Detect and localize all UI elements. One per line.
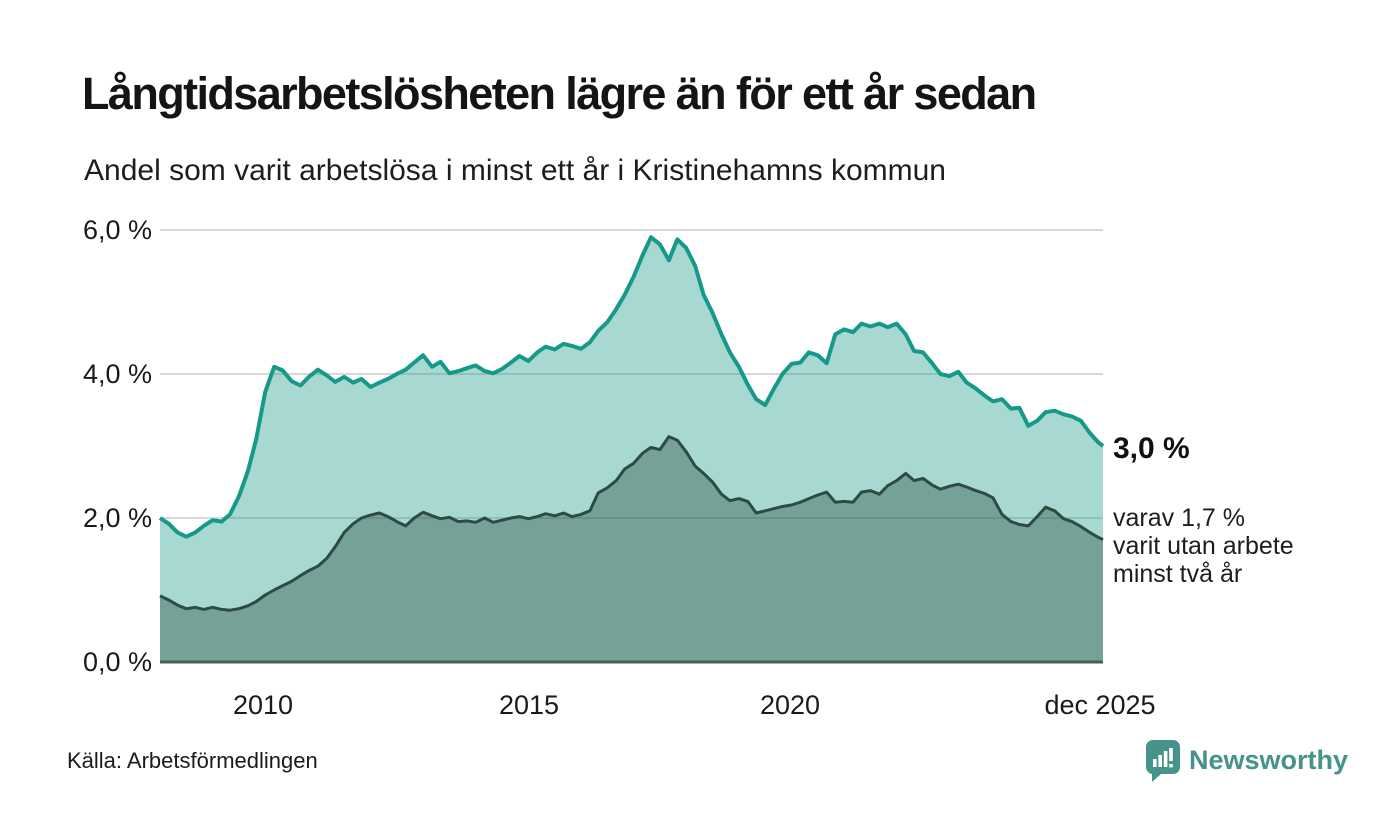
chart-subtitle: Andel som varit arbetslösa i minst ett å… [84,154,946,187]
end-sublabel-line1: varav 1,7 % [1113,504,1246,532]
end-sublabel-line3: minst två år [1113,560,1243,588]
y-axis-label-6: 6,0 % [82,215,152,245]
newsworthy-logo-icon [1146,740,1180,782]
newsworthy-logo-text: Newsworthy [1189,745,1349,775]
y-axis-label-0: 0,0 % [82,647,152,677]
x-axis-label-2010: 2010 [232,690,294,720]
newsworthy-logo: Newsworthy [1146,740,1348,782]
x-axis-label-2015: 2015 [498,690,560,720]
y-axis-label-2: 2,0 % [82,503,152,533]
page-title: Långtidsarbetslösheten lägre än för ett … [82,68,1037,119]
series-end-value-label: 3,0 % [1113,432,1190,465]
series-end-sublabel: varav 1,7 % varit utan arbete minst två … [1113,504,1294,588]
y-axis-label-4: 4,0 % [82,359,152,389]
x-axis-label-dec-2025: dec 2025 [1044,690,1156,720]
source-note: Källa: Arbetsförmedlingen [67,748,318,773]
end-sublabel-line2: varit utan arbete [1113,532,1294,560]
x-axis-label-2020: 2020 [759,690,821,720]
